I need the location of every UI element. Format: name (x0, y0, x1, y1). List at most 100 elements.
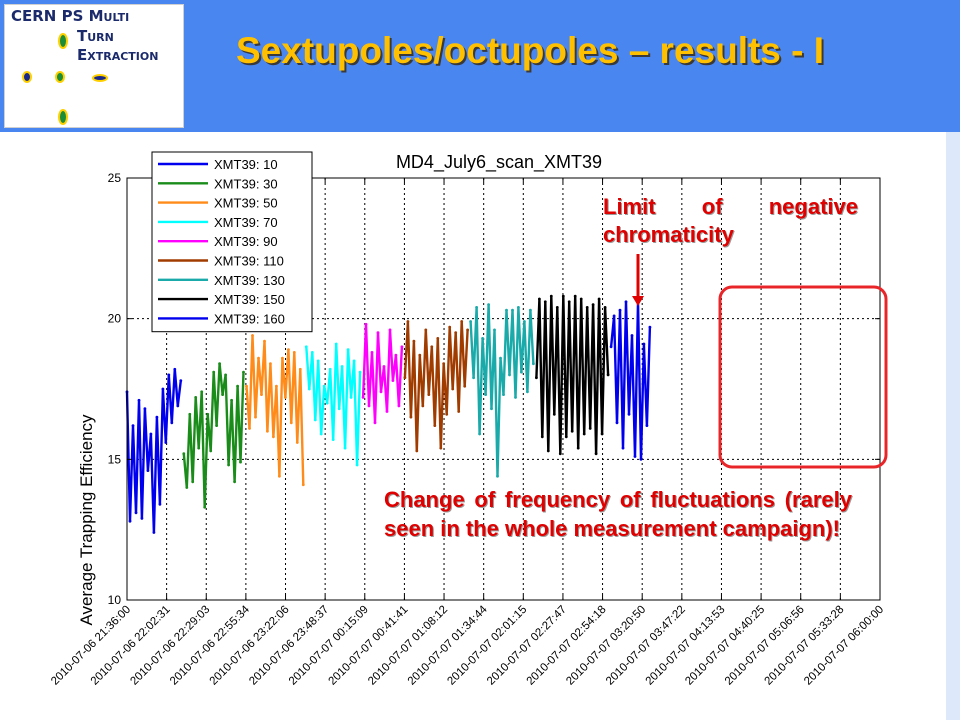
data-point (209, 449, 213, 453)
data-point (472, 376, 475, 380)
data-point (236, 384, 240, 388)
data-point (475, 306, 478, 309)
data-point (239, 460, 242, 464)
data-point (391, 379, 395, 382)
data-point (600, 432, 604, 436)
x-tick-label: 2010-07-06 22:02:31 (89, 604, 173, 688)
data-point (523, 320, 526, 323)
data-point (346, 348, 350, 351)
x-tick-label: 2010-07-06 22:29:03 (128, 604, 212, 688)
data-point (529, 308, 532, 312)
data-point (633, 455, 637, 458)
series-line (245, 334, 305, 485)
data-point (418, 353, 422, 357)
data-point (493, 328, 496, 332)
data-point (355, 463, 359, 467)
data-point (143, 407, 147, 411)
data-point (424, 328, 428, 332)
beam-spots-icon (22, 33, 108, 125)
data-point (176, 404, 180, 408)
data-point (549, 294, 553, 298)
data-point (298, 367, 302, 371)
limit-annotation: Limit of negative chromaticity (603, 194, 858, 247)
data-point (287, 348, 290, 351)
data-point (203, 505, 207, 509)
data-point (251, 334, 254, 337)
data-point (451, 387, 455, 391)
logo-line-1: CERN PS MULTI (11, 7, 130, 25)
data-point (481, 337, 484, 340)
data-point (227, 463, 231, 467)
data-point (645, 424, 649, 427)
data-point (146, 469, 150, 472)
data-point (343, 446, 347, 450)
data-point (502, 393, 505, 396)
legend-label: XMT39: 150 (214, 292, 285, 307)
x-tick-label: 2010-07-07 01:08:12 (366, 604, 450, 688)
data-point (134, 511, 138, 515)
x-tick-label: 2010-07-07 02:54:18 (525, 604, 609, 688)
data-point (573, 294, 577, 298)
chart-title: MD4_July6_scan_XMT39 (396, 152, 602, 173)
data-point (618, 308, 622, 312)
data-point (597, 297, 601, 301)
data-point (484, 393, 487, 396)
data-point (499, 356, 502, 360)
data-point (155, 415, 159, 419)
x-tick-label: 2010-07-06 22:55:34 (168, 603, 252, 687)
data-point (334, 342, 338, 346)
data-point (579, 297, 583, 301)
y-tick-label: 10 (108, 593, 122, 607)
x-tick-label: 2010-07-07 02:01:15 (445, 604, 529, 688)
data-point (564, 435, 568, 439)
limit-arrow-head (632, 296, 644, 306)
data-point (325, 401, 329, 405)
data-point (609, 345, 613, 349)
x-tick-label: 2010-07-07 05:06:56 (723, 604, 807, 688)
x-tick-label: 2010-07-07 04:40:25 (683, 604, 767, 688)
data-point (310, 351, 314, 354)
data-point (319, 432, 323, 436)
data-point (182, 452, 186, 456)
data-point (185, 486, 189, 489)
data-point (173, 367, 177, 371)
data-point (555, 306, 559, 309)
data-point (304, 345, 308, 349)
data-point (576, 446, 580, 450)
x-tick-label: 2010-07-07 00:15:09 (287, 604, 371, 688)
data-point (520, 370, 523, 374)
data-point (337, 407, 341, 411)
data-point (603, 306, 607, 309)
data-point (167, 373, 171, 377)
data-point (478, 432, 481, 436)
x-tick-label: 2010-07-07 04:13:53 (644, 604, 728, 688)
x-tick-label: 2010-07-07 06:00:00 (802, 604, 886, 688)
data-point (394, 353, 398, 357)
data-point (349, 396, 353, 399)
highlight-box (718, 285, 888, 469)
data-point (158, 502, 162, 506)
data-point (278, 474, 281, 478)
data-point (439, 446, 443, 450)
logo-line-2: TURN (77, 27, 114, 45)
data-point (487, 303, 490, 306)
data-point (409, 415, 413, 419)
data-point (289, 421, 293, 425)
data-point (248, 427, 251, 430)
chart-series (125, 294, 652, 534)
plot-frame (126, 177, 881, 601)
legend-label: XMT39: 30 (214, 176, 278, 191)
data-point (313, 418, 317, 422)
data-point (373, 421, 377, 425)
data-point (561, 294, 565, 298)
slide-header: CERN PS MULTI TURN EXTRACTION Sextupoles… (0, 0, 960, 132)
data-point (430, 345, 434, 349)
data-point (358, 370, 362, 374)
data-point (295, 441, 299, 444)
data-point (421, 404, 425, 408)
data-point (131, 424, 135, 427)
legend-label: XMT39: 130 (214, 273, 285, 288)
x-tick-label: 2010-07-06 23:48:37 (247, 604, 331, 688)
data-point (517, 306, 520, 309)
y-axis-label: Average Trapping Efficiency (77, 414, 96, 626)
